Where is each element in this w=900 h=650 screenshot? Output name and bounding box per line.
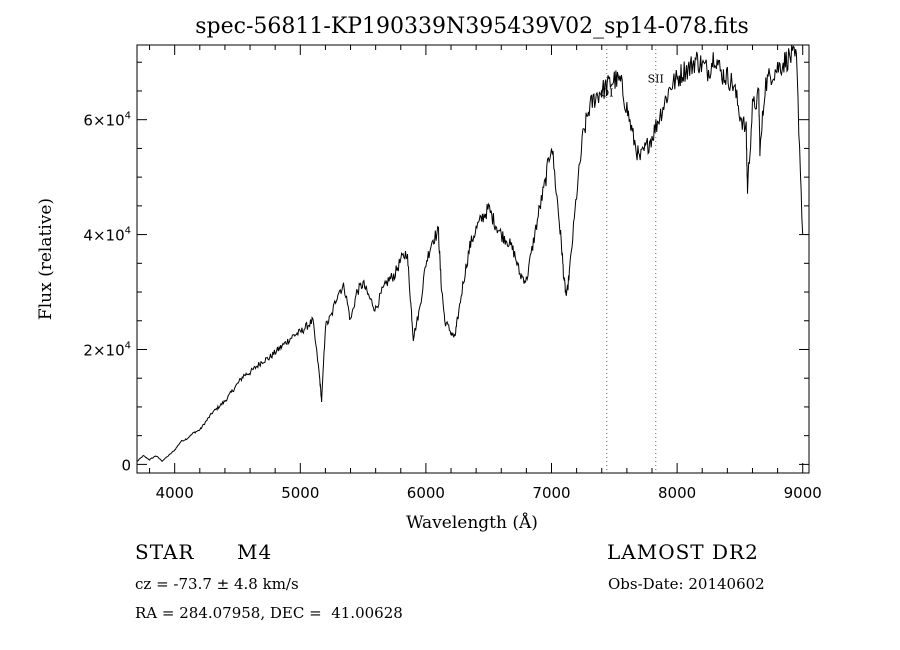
- x-tick-label: 9000: [784, 484, 822, 502]
- axis-ticks: 4000 5000 6000 7000 8000 9000 0 2×104 4×104 6×104: [83, 45, 822, 502]
- object-class: STAR: [135, 540, 195, 564]
- x-axis-label: Wavelength (Å): [406, 512, 538, 533]
- line-annotations: OI SII: [600, 72, 664, 99]
- x-tick-label: 8000: [658, 484, 696, 502]
- y-axis-label: Flux (relative): [36, 198, 56, 320]
- plot-frame: [136, 44, 810, 474]
- x-tick-label: 7000: [532, 484, 570, 502]
- y-tick-label: 6×104: [83, 111, 131, 130]
- x-tick-label: 4000: [156, 484, 194, 502]
- redshift-value: cz = -73.7 ± 4.8 km/s: [135, 575, 299, 593]
- y-tick-label: 2×104: [83, 340, 131, 359]
- obs-date: Obs-Date: 20140602: [608, 575, 765, 593]
- x-tick-label: 6000: [407, 484, 445, 502]
- x-tick-label: 5000: [281, 484, 319, 502]
- survey-name: LAMOST DR2: [607, 540, 759, 564]
- line-markers: [606, 45, 657, 473]
- spectrum-line: [136, 45, 804, 462]
- chart-title: spec-56811-KP190339N395439V02_sp14-078.f…: [195, 14, 749, 39]
- object-subclass: M4: [237, 540, 273, 564]
- coordinates: RA = 284.07958, DEC = 41.00628: [135, 604, 403, 622]
- y-tick-label: 4×104: [83, 226, 131, 245]
- y-tick-label: 0: [121, 456, 131, 474]
- line-annotation-label: SII: [648, 72, 664, 85]
- line-annotation-label: OI: [600, 87, 613, 100]
